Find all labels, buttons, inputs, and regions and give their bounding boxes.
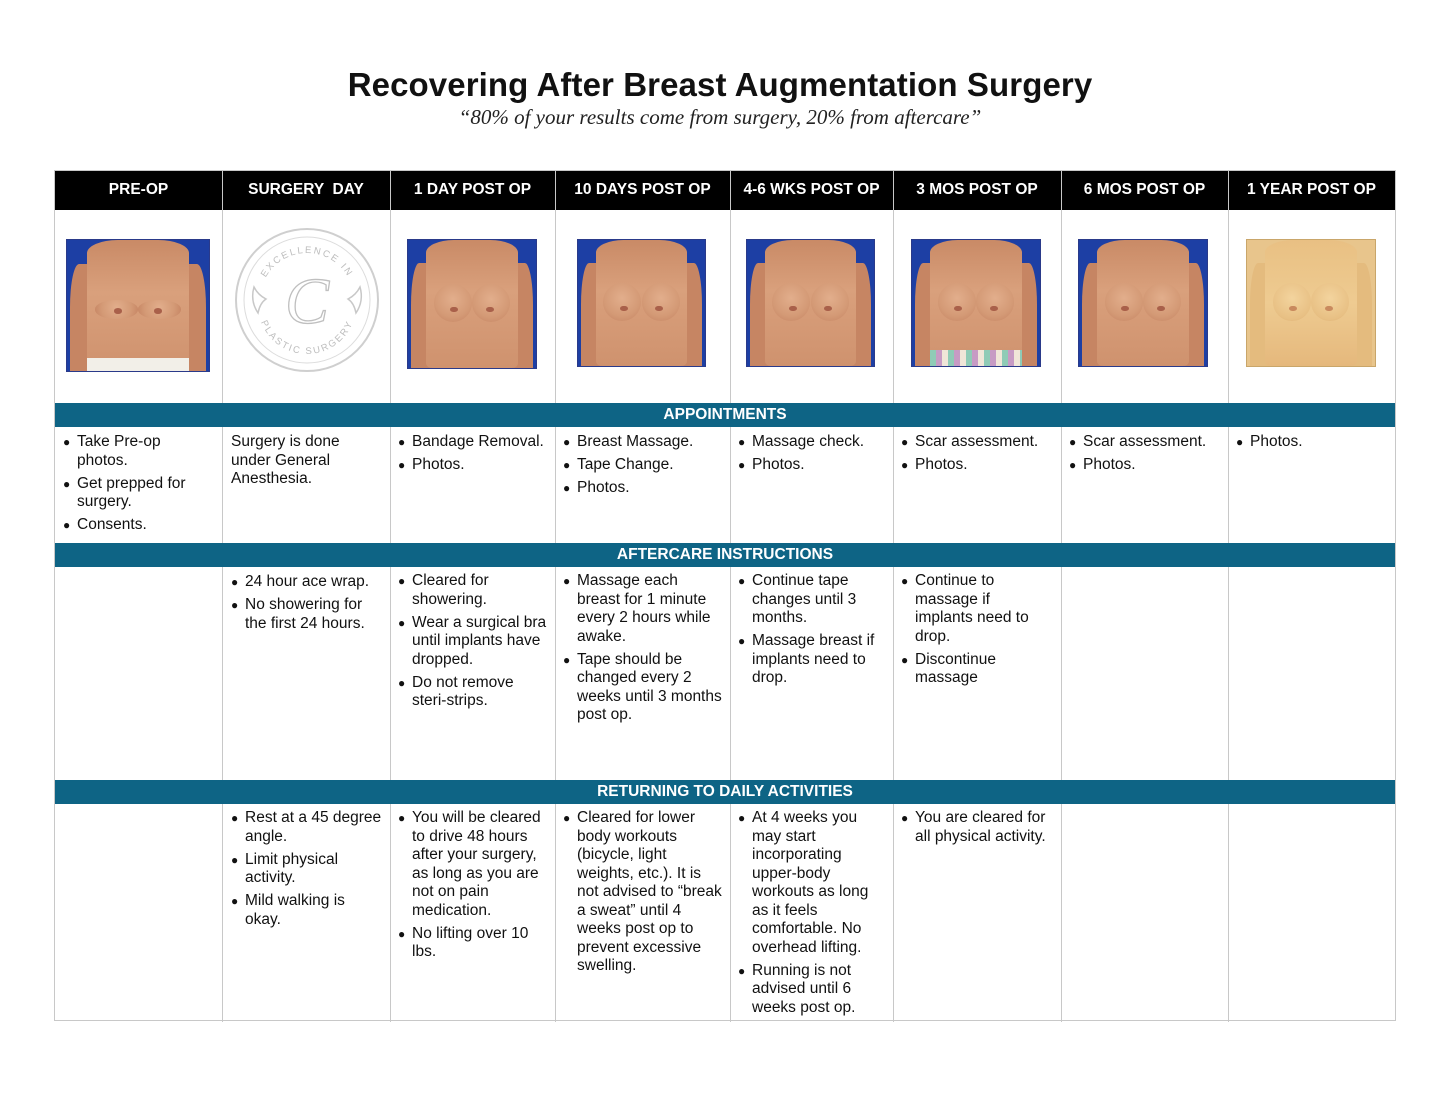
list-item: You will be cleared to drive 48 hours af… [398,809,548,920]
list-item: Get prepped for surgery. [63,475,215,512]
activities-cell-surgery-day: Rest at a 45 degree angle. Limit physical… [231,809,383,934]
list-item: Surgery is done under General Anesthesia… [231,433,340,487]
col-header-surgery-day: SURGERY DAY [248,181,364,198]
list-item: Photos. [563,479,723,498]
grid-line [1228,171,1229,1022]
list-item: Photos. [738,456,886,475]
page-subtitle: “80% of your results come from surgery, … [458,105,982,129]
list-item: Bandage Removal. [398,433,548,452]
grid-line [390,171,391,1022]
col-header-1-year: 1 YEAR POST OP [1247,181,1376,198]
list-item: Massage breast if implants need to drop. [738,632,886,688]
list-item: Massage each breast for 1 minute every 2… [563,572,723,646]
grid-line [222,171,223,1022]
aftercare-cell-surgery-day: 24 hour ace wrap. No showering for the fi… [231,573,383,638]
list-item: Photos. [1236,433,1388,452]
page-title: Recovering After Breast Augmentation Sur… [347,66,1093,103]
col-header-1-day: 1 DAY POST OP [413,181,532,198]
list-item: Discontinue massage [901,651,1051,688]
patient-photo-6-mos [1078,239,1208,367]
aftercare-cell-3-mos: Continue to massage if implants need to … [901,572,1051,692]
grid-line [555,171,556,1022]
list-item: Limit physical activity. [231,851,383,888]
col-header-4-6-wks: 4-6 WKS POST OP [743,181,880,198]
practice-logo: EXCELLENCE IN PLASTIC SURGERY C [235,228,379,372]
list-item: Continue tape changes until 3 months. [738,572,886,628]
list-item: Cleared for lower body workouts (bicycle… [563,809,723,976]
list-item: Tape Change. [563,456,723,475]
appointments-cell-3-mos: Scar assessment. Photos. [901,433,1053,479]
list-item: Breast Massage. [563,433,723,452]
activities-cell-10-days: Cleared for lower body workouts (bicycle… [563,809,723,980]
list-item: Continue to massage if implants need to … [901,572,1051,646]
grid-line [730,171,731,1022]
list-item: 24 hour ace wrap. [231,573,383,592]
list-item: Photos. [901,456,1053,475]
grid-line [893,171,894,1022]
list-item: Scar assessment. [901,433,1053,452]
list-item: Running is not advised until 6 weeks pos… [738,962,886,1018]
list-item: Tape should be changed every 2 weeks unt… [563,651,723,725]
recovery-timeline-table: PRE-OP SURGERY DAY 1 DAY POST OP 10 DAYS… [54,170,1396,1022]
aftercare-cell-10-days: Massage each breast for 1 minute every 2… [563,572,723,729]
activities-cell-1-day: You will be cleared to drive 48 hours af… [398,809,548,966]
list-item: Wear a surgical bra until implants have … [398,614,548,670]
section-band-aftercare: AFTERCARE INSTRUCTIONS [55,543,1395,567]
list-item: No showering for the first 24 hours. [231,596,383,633]
list-item: Do not remove steri-strips. [398,674,548,711]
appointments-cell-4-6-wks: Massage check. Photos. [738,433,886,479]
patient-photo-4-6-wks [746,239,875,367]
appointments-cell-1-day: Bandage Removal. Photos. [398,433,548,479]
logo-figure-right [346,284,363,315]
aftercare-cell-1-day: Cleared for showering. Wear a surgical br… [398,572,548,715]
patient-photo-1-day [407,239,537,369]
list-item: Cleared for showering. [398,572,548,609]
activities-cell-3-mos: You are cleared for all physical activit… [901,809,1051,851]
list-item: Photos. [398,456,548,475]
list-item: Take Pre-op photos. [63,433,215,470]
appointments-cell-pre-op: Take Pre-op photos. Get prepped for surge… [63,433,215,539]
appointments-cell-6-mos: Scar assessment. Photos. [1069,433,1221,479]
list-item: You are cleared for all physical activit… [901,809,1051,846]
col-header-10-days: 10 DAYS POST OP [574,181,711,198]
list-item: No lifting over 10 lbs. [398,925,548,962]
logo-letter: C [285,265,330,338]
list-item: Consents. [63,516,215,535]
section-band-activities: RETURNING TO DAILY ACTIVITIES [55,780,1395,804]
logo-figure-left [251,284,268,315]
col-header-3-mos: 3 MOS POST OP [916,181,1038,198]
column-header-row: PRE-OP SURGERY DAY 1 DAY POST OP 10 DAYS… [55,171,1395,210]
list-item: Rest at a 45 degree angle. [231,809,383,846]
appointments-cell-surgery-day: Surgery is done under General Anesthesia… [231,433,383,493]
patient-photo-1-year [1246,239,1376,367]
list-item: Massage check. [738,433,886,452]
col-header-pre-op: PRE-OP [108,181,169,198]
appointments-cell-10-days: Breast Massage. Tape Change. Photos. [563,433,723,502]
list-item: Scar assessment. [1069,433,1221,452]
list-item: Mild walking is okay. [231,892,383,929]
activities-cell-4-6-wks: At 4 weeks you may start incorporating u… [738,809,886,1022]
appointments-cell-1-year: Photos. [1236,433,1388,456]
patient-photo-pre-op [66,239,210,372]
patient-photo-10-days [577,239,706,367]
patient-photo-3-mos [911,239,1041,367]
col-header-6-mos: 6 MOS POST OP [1083,181,1206,198]
list-item: Photos. [1069,456,1221,475]
section-band-appointments: APPOINTMENTS [55,403,1395,427]
list-item: At 4 weeks you may start incorporating u… [738,809,886,957]
grid-line [1061,171,1062,1022]
aftercare-cell-4-6-wks: Continue tape changes until 3 months.Mas… [738,572,886,692]
